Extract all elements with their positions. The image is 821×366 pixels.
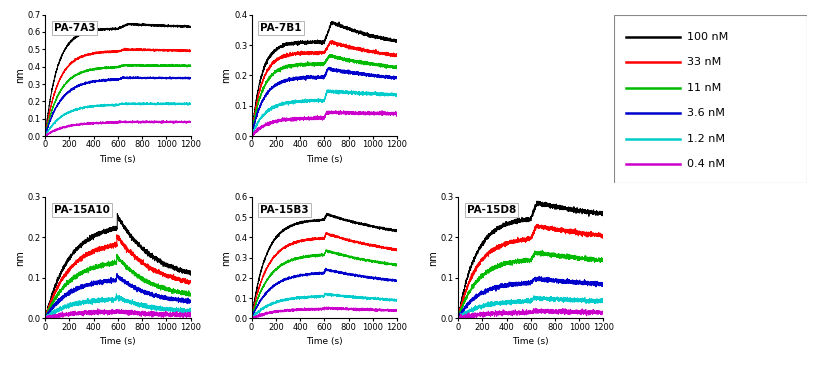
FancyBboxPatch shape [614, 15, 807, 183]
Y-axis label: nm: nm [15, 250, 25, 266]
Text: 1.2 nM: 1.2 nM [687, 134, 726, 144]
Text: PA-15B3: PA-15B3 [260, 205, 309, 216]
X-axis label: Time (s): Time (s) [306, 155, 342, 164]
X-axis label: Time (s): Time (s) [99, 155, 136, 164]
Y-axis label: nm: nm [15, 67, 25, 83]
Text: PA-7A3: PA-7A3 [54, 23, 95, 33]
X-axis label: Time (s): Time (s) [512, 337, 549, 346]
Y-axis label: nm: nm [222, 67, 232, 83]
Text: 11 nM: 11 nM [687, 83, 722, 93]
Text: 3.6 nM: 3.6 nM [687, 108, 725, 118]
Text: 0.4 nM: 0.4 nM [687, 160, 726, 169]
Y-axis label: nm: nm [428, 250, 438, 266]
Text: PA-7B1: PA-7B1 [260, 23, 302, 33]
Text: 33 nM: 33 nM [687, 57, 722, 67]
Text: PA-15D8: PA-15D8 [467, 205, 516, 216]
X-axis label: Time (s): Time (s) [306, 337, 342, 346]
X-axis label: Time (s): Time (s) [99, 337, 136, 346]
Y-axis label: nm: nm [222, 250, 232, 266]
Text: 100 nM: 100 nM [687, 31, 729, 41]
Text: PA-15A10: PA-15A10 [54, 205, 110, 216]
